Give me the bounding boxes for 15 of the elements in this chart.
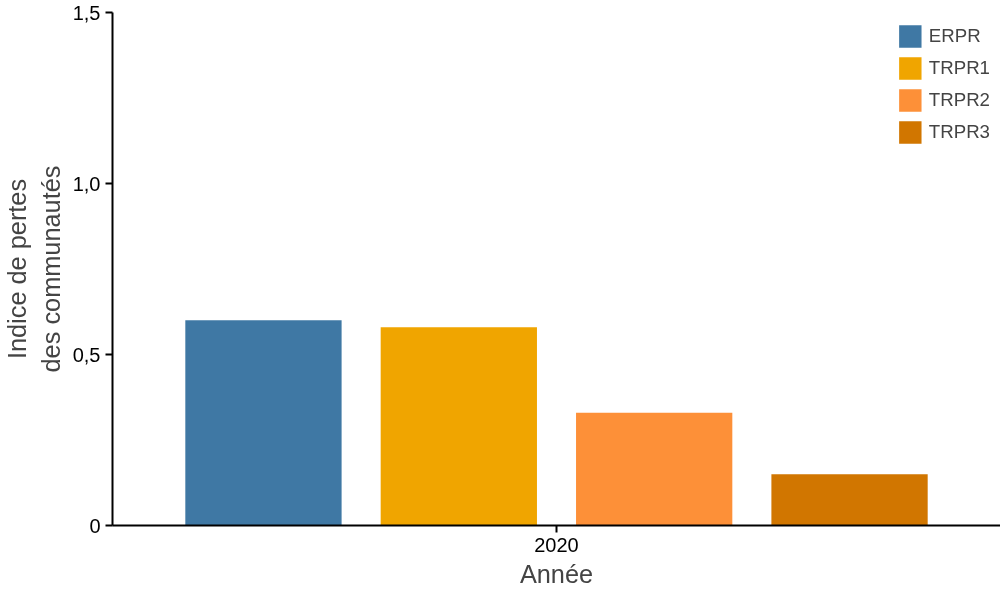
y-tick-label: 1,0 bbox=[72, 172, 101, 195]
legend-label: TRPR2 bbox=[928, 89, 990, 111]
legend-label: TRPR3 bbox=[928, 121, 990, 143]
y-tick-label: 0,5 bbox=[72, 343, 101, 366]
bar bbox=[185, 320, 342, 526]
y-tick-label: 1,5 bbox=[72, 1, 101, 24]
bar bbox=[576, 412, 733, 526]
bar bbox=[771, 474, 928, 526]
legend-label: ERPR bbox=[928, 25, 981, 47]
x-tick-label: 2020 bbox=[534, 533, 579, 556]
legend-label: TRPR1 bbox=[928, 57, 990, 79]
x-axis-title: Année bbox=[519, 559, 594, 588]
bar bbox=[380, 327, 537, 526]
y-tick-label: 0 bbox=[89, 514, 101, 537]
y-axis-title: Indice de pertes des communautés bbox=[3, 165, 65, 373]
